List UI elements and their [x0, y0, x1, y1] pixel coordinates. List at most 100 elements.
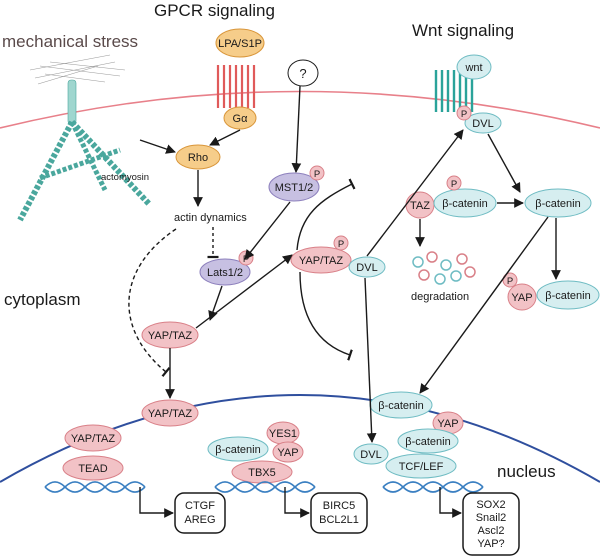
mst-label: MST1/2	[275, 182, 314, 194]
arrow-dvl-dvltop	[366, 129, 464, 257]
stress-fibers-icon	[29, 54, 126, 85]
bcat-complex-label: β-catenin	[442, 198, 487, 210]
wnt-label: wnt	[464, 62, 482, 74]
phospho-label: P	[507, 276, 513, 287]
bcat-free-label: β-catenin	[535, 198, 580, 210]
lats-node	[199, 258, 251, 286]
phospho-label: P	[314, 169, 320, 180]
nucleus-label: nucleus	[497, 462, 556, 481]
unknown-label: ?	[299, 66, 306, 81]
bcat-complex-node	[433, 188, 497, 218]
arrow-dvl-nucleus	[364, 277, 377, 443]
arrow-galpha-rho	[209, 129, 241, 146]
tead-label: TEAD	[78, 463, 107, 475]
tcf-dvl-node	[353, 443, 389, 465]
phospho-dvl-top-icon	[456, 105, 472, 121]
arrow-lats-yaptaz	[208, 285, 223, 321]
arrow-tcf-targets	[439, 487, 462, 518]
yaptaz-nuc-entry-label: YAP/TAZ	[148, 408, 192, 420]
rho-label: Rho	[188, 152, 208, 164]
dvl-mid-label: DVL	[356, 262, 377, 274]
mst-node	[268, 172, 320, 202]
yap-p-label: YAP	[511, 292, 532, 304]
arrow-unknown-mst	[291, 85, 302, 173]
tbx5-bcat-label: β-catenin	[215, 444, 260, 456]
tead-target-gene: AREG	[184, 514, 215, 526]
actomyosin-label: actomyosin	[101, 172, 149, 183]
yes1-label: YES1	[269, 428, 297, 440]
arrow-mst-lats	[244, 201, 291, 260]
mechanical-stress-label: mechanical stress	[2, 32, 138, 51]
inhibit-actin-nuclear-yaptaz	[128, 228, 177, 378]
tcf-targets-box	[462, 492, 520, 556]
g-alpha-label: Gα	[233, 113, 249, 125]
tbx5-targets-box	[310, 492, 368, 534]
bcat-nuc-label: β-catenin	[378, 400, 423, 412]
tcf-lef-node	[385, 453, 457, 479]
tcf-target-gene: YAP?	[477, 538, 504, 550]
tbx5-target-gene: BCL2L1	[319, 514, 359, 526]
tbx5-yap-node	[272, 441, 304, 463]
wnt-signaling-header: Wnt signaling	[412, 21, 514, 40]
arrow-tead-targets	[139, 487, 174, 518]
tead-targets-box	[174, 492, 226, 534]
tcf-yap-label: YAP	[437, 418, 458, 430]
rho-node	[175, 144, 221, 170]
taz-label: TAZ	[410, 200, 430, 212]
tbx5-bcat-node	[207, 436, 269, 462]
bcat-yap-label: β-catenin	[545, 290, 590, 302]
tbx5-label: TBX5	[248, 467, 276, 479]
tead-target-gene: CTGF	[185, 500, 215, 512]
phospho-bcat-icon	[446, 175, 462, 191]
g-alpha-node	[223, 106, 257, 130]
phospho-label: P	[338, 239, 344, 250]
unknown-node	[287, 59, 319, 87]
bcat-yap-node	[536, 280, 600, 310]
dvl-mid-node	[348, 256, 386, 278]
lpa-s1p-node	[215, 28, 265, 58]
cytoplasm-label: cytoplasm	[4, 290, 81, 309]
dna-helix-icon	[44, 481, 484, 493]
arrow-dvltop-bcat	[487, 133, 521, 193]
tead-cofactor-label: YAP/TAZ	[71, 433, 115, 445]
arrow-actomyosin-rho	[139, 139, 176, 154]
tbx5-yap-label: YAP	[277, 447, 298, 459]
frizzled-receptor-icon	[434, 70, 474, 112]
gpcr-signaling-header: GPCR signaling	[154, 1, 275, 20]
arrow-yaptaz-mid	[195, 254, 293, 329]
pathway-arrows	[128, 85, 561, 518]
dvl-top-label: DVL	[472, 118, 493, 130]
phospho-yaptaz-icon	[333, 235, 349, 251]
phospho-mst-icon	[309, 165, 325, 181]
tcf-bcat-label: β-catenin	[405, 436, 450, 448]
phospho-label: P	[461, 109, 467, 120]
tead-cofactor-node	[64, 424, 122, 452]
tcf-target-gene: Snail2	[476, 512, 507, 524]
phospho-label: P	[451, 179, 457, 190]
arrow-bcat-nucleus	[419, 216, 549, 394]
tcf-bcat-node	[397, 428, 459, 454]
bcat-free-node	[524, 188, 592, 218]
gpcr-receptor-icon	[216, 65, 256, 108]
inhibit-yaptaz-nuc	[299, 271, 353, 361]
yaptaz-cyto-label: YAP/TAZ	[148, 330, 192, 342]
tead-node	[62, 455, 124, 481]
tcf-dvl-label: DVL	[360, 449, 381, 461]
tcf-target-gene: Ascl2	[478, 525, 505, 537]
tcf-target-gene: SOX2	[476, 499, 505, 511]
yaptaz-mid-label: YAP/TAZ	[299, 255, 343, 267]
lats-label: Lats1/2	[207, 267, 243, 279]
lpa-s1p-label: LPA/S1P	[218, 38, 262, 50]
tcf-lef-label: TCF/LEF	[399, 461, 444, 473]
inhibit-yaptaz-wnt	[296, 178, 356, 251]
wnt-node	[456, 54, 492, 80]
dvl-top-node	[464, 112, 502, 134]
degradation-label: degradation	[411, 291, 469, 303]
actomyosin-filaments-icon	[17, 79, 153, 222]
degradation-fragments-icon	[412, 251, 476, 285]
tbx5-target-gene: BIRC5	[323, 500, 355, 512]
yap-p-node	[507, 283, 537, 311]
yaptaz-nuc-entry-node	[141, 399, 199, 427]
